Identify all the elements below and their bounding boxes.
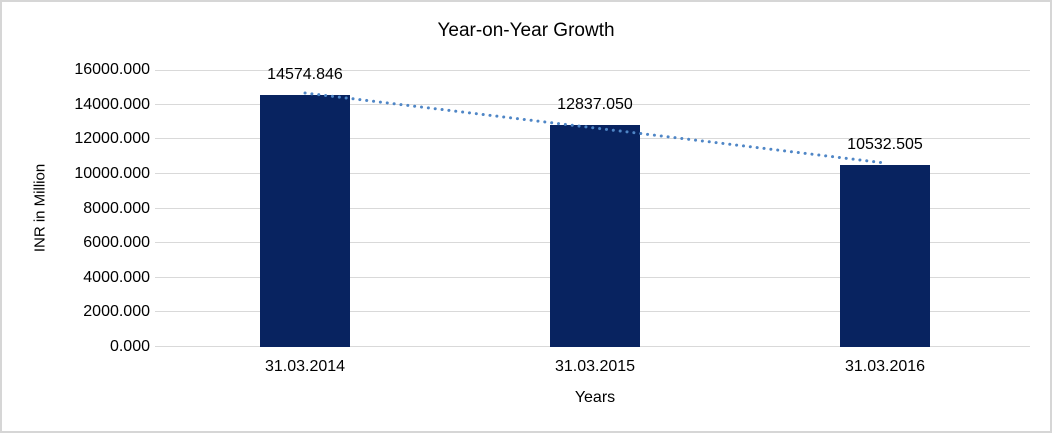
y-axis-tick-label: 16000.000 [74,61,150,78]
y-axis-tick-label: 6000.000 [83,234,150,252]
bar-31.03.2015[interactable] [550,125,640,347]
y-axis-tick-label: 0.000 [109,338,150,355]
x-axis-title: Years [574,389,616,406]
chart-title: Year-on-Year Growth [437,20,615,41]
plot-area: 14574.846 12837.050 10532.505 [155,66,1030,347]
x-axis-category-label: 31.03.2015 [554,358,636,375]
y-axis-tick-label: 8000.000 [83,199,150,217]
x-axis-category-label: 31.03.2016 [844,358,926,375]
y-axis-tick-label: 2000.000 [83,303,150,321]
bar-31.03.2016[interactable] [840,165,930,347]
data-label: 12837.050 [557,96,633,113]
y-axis-tick-label: 14000.000 [74,95,150,113]
y-axis-tick-label: 10000.000 [74,164,150,182]
y-axis-tick-label: 4000.000 [83,268,150,286]
gridline [155,70,1030,71]
y-axis-tick-label: 12000.000 [74,130,150,148]
data-label: 14574.846 [267,66,343,83]
bar-31.03.2014[interactable] [260,95,350,347]
x-axis-category-label: 31.03.2014 [264,358,346,375]
data-label: 10532.505 [847,136,923,153]
